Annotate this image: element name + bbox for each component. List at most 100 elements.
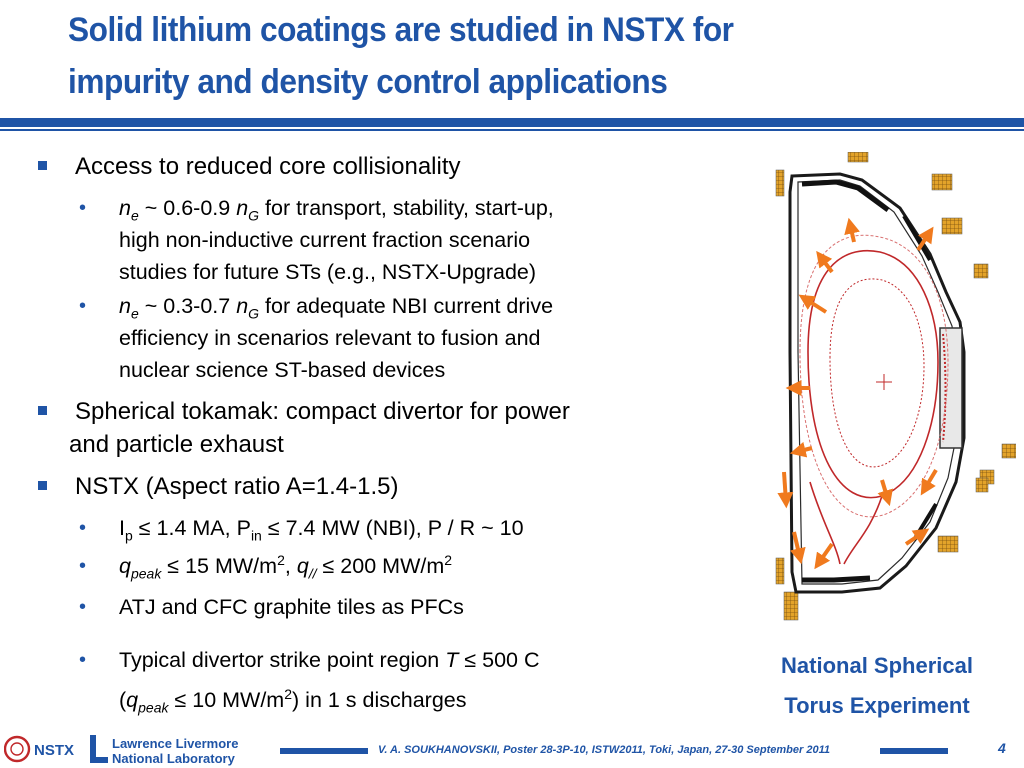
lcfs-flux-surface: [807, 250, 939, 499]
arrow: [798, 294, 828, 314]
llnl-logo-line2: National Laboratory: [112, 751, 236, 766]
subbullet-density-low: • ne ~ 0.3-0.7 nG for adequate NBI curre…: [79, 290, 553, 386]
ng-variable: n: [236, 294, 249, 318]
subbullet-text-end: ) in 1 s discharges: [292, 688, 467, 712]
footer-citation: V. A. SOUKHANOVSKII, Poster 28-3P-10, IS…: [378, 744, 830, 756]
bullet-list: Access to reduced core collisionality • …: [38, 150, 570, 720]
arrow: [789, 441, 813, 458]
qpeak-superscript: 2: [277, 551, 285, 568]
ne-variable: n: [119, 196, 131, 220]
subbullet-text: ATJ and CFC graphite tiles as PFCs: [119, 595, 464, 619]
divertor-legs: [809, 481, 883, 565]
qpeak-value: ≤ 10 MW/m: [168, 688, 285, 712]
llnl-logo: Lawrence Livermore National Laboratory: [90, 735, 238, 766]
caption-line-2: Torus Experiment: [784, 693, 970, 718]
nstx-cross-section-figure: [775, 152, 1016, 621]
coil: [973, 263, 989, 279]
separator: ,: [284, 554, 297, 578]
slide-title: Solid lithium coatings are studied in NS…: [68, 4, 886, 108]
qpar-subscript: //: [308, 565, 317, 582]
pin-subscript: in: [250, 527, 262, 544]
dot-bullet-icon: •: [79, 596, 87, 618]
inner-flux-surface: [829, 278, 925, 468]
bullet-text-line2: and particle exhaust: [69, 431, 284, 458]
pin-value: ≤ 7.4 MW (NBI), P / R ~ 10: [261, 516, 524, 540]
llnl-logo-mark-foot: [90, 757, 108, 763]
dot-bullet-icon: •: [79, 517, 87, 539]
pf-coils: [775, 152, 1016, 621]
arrow: [916, 226, 934, 252]
title-divider: [0, 118, 1024, 127]
footer-accent-bar-right: [880, 748, 948, 754]
subbullet-text: for transport, stability, start-up,: [259, 196, 554, 220]
square-bullet-icon: [38, 406, 47, 415]
paren-open: (: [119, 688, 127, 712]
qpeak-subscript: peak: [130, 565, 162, 582]
qpeak-variable: q: [119, 554, 131, 578]
antenna-strap: [942, 333, 947, 443]
coil: [975, 477, 989, 493]
arrow: [904, 528, 930, 546]
vacuum-vessel: [788, 172, 966, 594]
bullet-spherical-tokamak: Spherical tokamak: compact divertor for …: [38, 395, 570, 461]
nstx-logo: NSTX: [4, 735, 74, 763]
arrow: [790, 531, 806, 565]
bullet-text: Spherical tokamak: compact divertor for …: [75, 398, 570, 425]
subbullet-current-power: • Ip ≤ 1.4 MA, Pin ≤ 7.4 MW (NBI), P / R…: [79, 512, 524, 544]
heat-flux-arrows: [777, 217, 938, 570]
qpeak-value: ≤ 15 MW/m: [161, 554, 278, 578]
passive-plate: [902, 214, 932, 262]
qpar-superscript: 2: [444, 551, 453, 568]
t-variable: T: [445, 648, 459, 672]
square-bullet-icon: [38, 481, 47, 490]
arrow: [816, 250, 834, 274]
ip-subscript: p: [124, 527, 133, 544]
coil: [783, 591, 799, 621]
qpeak-subscript: peak: [138, 699, 169, 716]
ne-range: ~ 0.3-0.7: [138, 294, 237, 318]
upper-divertor-plate: [801, 179, 890, 213]
figure-caption: National Spherical Torus Experiment: [752, 646, 1002, 726]
coil: [931, 173, 953, 191]
dot-bullet-icon: •: [79, 197, 87, 219]
llnl-logo-mark: [90, 735, 96, 763]
ip-variable: I: [119, 516, 125, 540]
qpar-value: ≤ 200 MW/m: [316, 554, 445, 578]
subbullet-text-line3: studies for future STs (e.g., NSTX-Upgra…: [119, 260, 537, 284]
coil: [775, 169, 785, 197]
dot-bullet-icon: •: [79, 649, 87, 671]
coil: [937, 535, 959, 553]
ng-subscript: G: [248, 207, 260, 224]
dot-bullet-icon: •: [79, 555, 87, 577]
qpeak-variable: q: [126, 688, 139, 712]
dot-bullet-icon: •: [79, 295, 87, 317]
ne-range: ~ 0.6-0.9: [138, 196, 237, 220]
lower-divertor-plate: [802, 575, 871, 583]
bullet-text: NSTX (Aspect ratio A=1.4-1.5): [75, 473, 399, 500]
subbullet-text-line3: nuclear science ST-based devices: [119, 358, 446, 382]
t-value: ≤ 500 C: [458, 648, 540, 672]
page-number: 4: [998, 740, 1006, 756]
subbullet-strike-point: • Typical divertor strike point region T…: [79, 640, 540, 720]
qpar-variable: q: [296, 554, 309, 578]
qpeak-superscript: 2: [284, 685, 293, 702]
coil: [1001, 443, 1016, 459]
bullet-text: Access to reduced core collisionality: [75, 153, 461, 180]
subbullet-density-high: • ne ~ 0.6-0.9 nG for transport, stabili…: [79, 192, 554, 288]
title-line-1: Solid lithium coatings are studied in NS…: [68, 11, 734, 49]
subbullet-pfc-tiles: • ATJ and CFC graphite tiles as PFCs: [79, 591, 464, 623]
title-line-2: impurity and density control application…: [68, 63, 668, 101]
sol-flux-surface: [799, 234, 949, 518]
subbullet-text: Typical divertor strike point region: [119, 648, 446, 672]
square-bullet-icon: [38, 161, 47, 170]
nstx-logo-inner-ring: [10, 742, 24, 756]
bullet-collisionality: Access to reduced core collisionality: [38, 150, 461, 183]
nstx-logo-text: NSTX: [34, 742, 74, 759]
ne-subscript: e: [130, 305, 139, 322]
subbullet-text-line2: high non-inductive current fraction scen…: [119, 228, 531, 252]
nstx-logo-ring: [4, 735, 31, 763]
subbullet-text-line2: efficiency in scenarios relevant to fusi…: [119, 326, 541, 350]
llnl-logo-line1: Lawrence Livermore: [112, 736, 238, 751]
arrow: [844, 217, 860, 243]
subbullet-heat-flux: • qpeak ≤ 15 MW/m2, q// ≤ 200 MW/m2: [79, 550, 453, 582]
